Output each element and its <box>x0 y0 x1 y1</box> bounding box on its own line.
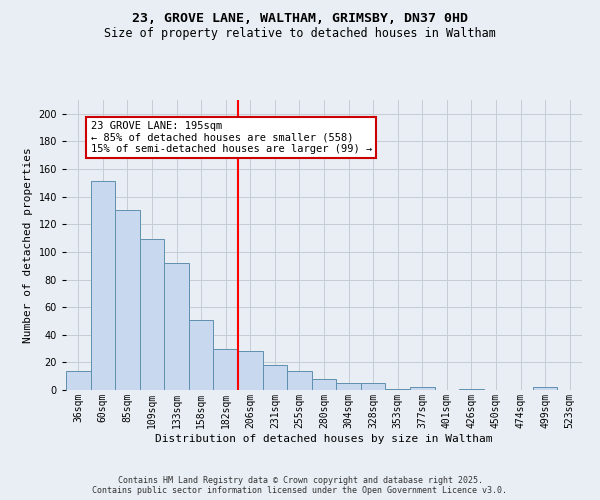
Text: Contains HM Land Registry data © Crown copyright and database right 2025.
Contai: Contains HM Land Registry data © Crown c… <box>92 476 508 495</box>
Bar <box>361 383 385 390</box>
X-axis label: Distribution of detached houses by size in Waltham: Distribution of detached houses by size … <box>155 434 493 444</box>
Bar <box>238 352 263 390</box>
Bar <box>164 263 189 390</box>
Bar <box>66 370 91 390</box>
Bar <box>287 370 312 390</box>
Text: 23, GROVE LANE, WALTHAM, GRIMSBY, DN37 0HD: 23, GROVE LANE, WALTHAM, GRIMSBY, DN37 0… <box>132 12 468 26</box>
Bar <box>336 383 361 390</box>
Bar <box>140 240 164 390</box>
Bar <box>410 387 434 390</box>
Y-axis label: Number of detached properties: Number of detached properties <box>23 147 33 343</box>
Bar <box>115 210 140 390</box>
Text: Size of property relative to detached houses in Waltham: Size of property relative to detached ho… <box>104 28 496 40</box>
Bar <box>459 388 484 390</box>
Text: 23 GROVE LANE: 195sqm
← 85% of detached houses are smaller (558)
15% of semi-det: 23 GROVE LANE: 195sqm ← 85% of detached … <box>91 120 372 154</box>
Bar <box>91 182 115 390</box>
Bar <box>189 320 214 390</box>
Bar <box>385 388 410 390</box>
Bar <box>214 348 238 390</box>
Bar <box>533 387 557 390</box>
Bar <box>263 365 287 390</box>
Bar <box>312 379 336 390</box>
